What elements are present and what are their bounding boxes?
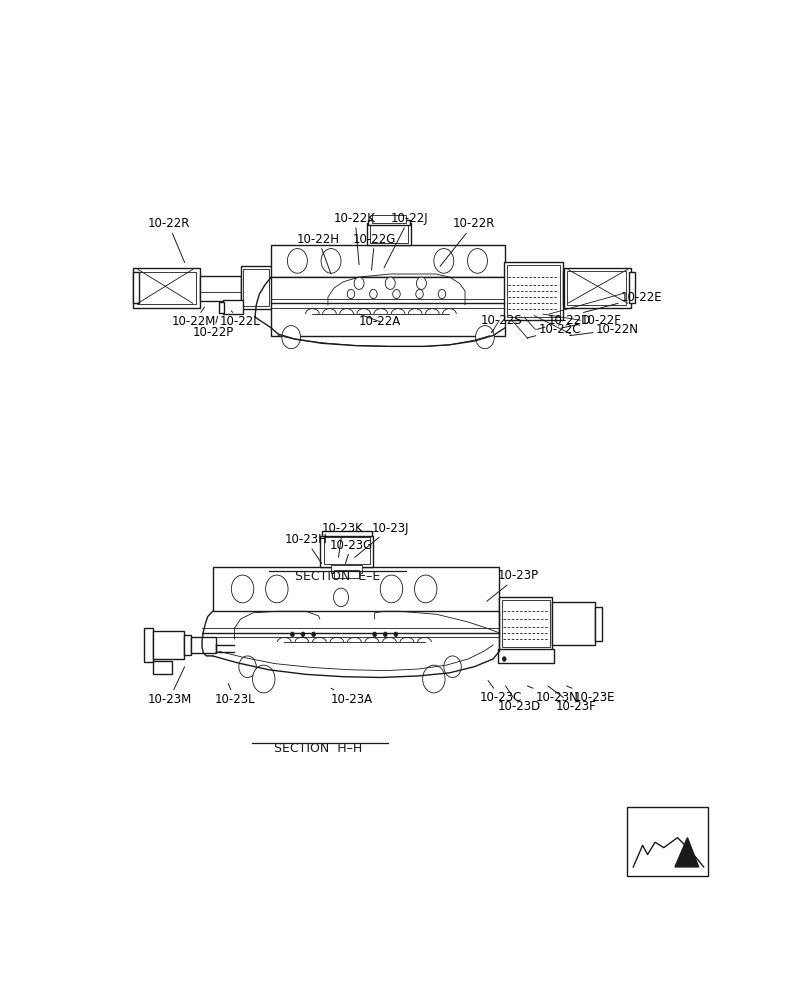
Bar bbox=[271, 277, 504, 336]
Circle shape bbox=[312, 632, 315, 637]
Bar bbox=[497, 649, 553, 663]
Bar bbox=[564, 268, 630, 308]
Circle shape bbox=[347, 289, 354, 299]
Circle shape bbox=[416, 277, 426, 289]
Circle shape bbox=[333, 588, 348, 607]
Circle shape bbox=[415, 289, 422, 299]
Bar bbox=[137, 272, 196, 304]
Bar bbox=[372, 215, 406, 223]
Bar bbox=[200, 276, 240, 301]
Text: 10-23F: 10-23F bbox=[547, 686, 595, 713]
Bar bbox=[144, 628, 153, 662]
Text: 10-22N: 10-22N bbox=[569, 323, 638, 336]
Circle shape bbox=[380, 575, 402, 603]
Text: 10-22M: 10-22M bbox=[172, 307, 216, 328]
Bar bbox=[222, 300, 243, 314]
Bar bbox=[499, 597, 552, 650]
Text: 10-22R: 10-22R bbox=[147, 217, 190, 262]
Bar bbox=[153, 661, 171, 674]
Bar bbox=[321, 531, 371, 536]
Bar bbox=[271, 245, 504, 277]
Circle shape bbox=[320, 249, 340, 273]
Bar bbox=[212, 567, 499, 611]
Text: SECTION  H–H: SECTION H–H bbox=[274, 742, 362, 755]
Bar bbox=[552, 602, 594, 645]
Bar bbox=[184, 635, 191, 655]
Circle shape bbox=[385, 277, 395, 289]
Circle shape bbox=[502, 657, 506, 661]
Circle shape bbox=[353, 277, 364, 289]
Circle shape bbox=[301, 632, 304, 637]
Bar bbox=[370, 225, 407, 243]
Circle shape bbox=[393, 632, 397, 637]
Bar bbox=[240, 266, 271, 309]
Bar bbox=[566, 271, 626, 305]
Circle shape bbox=[265, 575, 287, 603]
Circle shape bbox=[392, 289, 400, 299]
Circle shape bbox=[422, 665, 445, 693]
Polygon shape bbox=[675, 838, 698, 867]
Text: 10-22D: 10-22D bbox=[536, 314, 590, 329]
Bar bbox=[334, 570, 359, 578]
Circle shape bbox=[252, 665, 275, 693]
Circle shape bbox=[282, 326, 300, 349]
Circle shape bbox=[467, 249, 487, 273]
Bar bbox=[218, 302, 223, 312]
Text: 10-23G: 10-23G bbox=[329, 539, 373, 564]
Circle shape bbox=[383, 632, 387, 637]
Text: 10-22S: 10-22S bbox=[480, 314, 522, 333]
Bar bbox=[153, 631, 184, 659]
Text: 10-22C: 10-22C bbox=[527, 323, 581, 338]
Text: 10-22J: 10-22J bbox=[384, 212, 427, 268]
Text: 10-23N: 10-23N bbox=[527, 686, 577, 704]
Text: 10-22H: 10-22H bbox=[296, 233, 340, 274]
Text: 10-22R: 10-22R bbox=[439, 217, 495, 266]
Bar bbox=[368, 220, 409, 225]
Text: SECTION  E–E: SECTION E–E bbox=[294, 570, 380, 583]
Bar bbox=[562, 271, 564, 305]
Text: 10-23C: 10-23C bbox=[479, 681, 521, 704]
Circle shape bbox=[443, 656, 461, 677]
Bar bbox=[191, 637, 216, 653]
Text: 10-22E: 10-22E bbox=[583, 291, 662, 312]
Bar bbox=[594, 607, 601, 641]
Bar bbox=[626, 807, 707, 876]
Bar bbox=[320, 536, 373, 567]
Bar bbox=[243, 269, 269, 306]
Text: 10-22A: 10-22A bbox=[359, 314, 401, 328]
Bar bbox=[503, 262, 562, 320]
Text: 10-23L: 10-23L bbox=[214, 684, 255, 706]
Bar bbox=[628, 272, 634, 303]
Bar bbox=[506, 265, 560, 317]
Text: 10-23J: 10-23J bbox=[354, 522, 409, 557]
Circle shape bbox=[231, 575, 254, 603]
Circle shape bbox=[373, 632, 376, 637]
Text: 10-23E: 10-23E bbox=[566, 686, 615, 704]
Bar bbox=[323, 537, 369, 564]
Circle shape bbox=[434, 249, 453, 273]
Text: 10-23D: 10-23D bbox=[497, 686, 540, 713]
Text: 10-22P: 10-22P bbox=[193, 316, 234, 339]
Circle shape bbox=[475, 326, 494, 349]
Bar bbox=[501, 600, 549, 647]
Text: 10-22G: 10-22G bbox=[353, 233, 396, 270]
Circle shape bbox=[238, 656, 256, 677]
Text: 10-23M: 10-23M bbox=[147, 667, 191, 706]
Bar bbox=[132, 268, 200, 308]
Bar bbox=[366, 223, 411, 245]
Text: 10-22F: 10-22F bbox=[560, 314, 621, 328]
Circle shape bbox=[438, 289, 445, 299]
Text: 10-22K: 10-22K bbox=[334, 212, 376, 265]
Text: 10-23A: 10-23A bbox=[331, 688, 373, 706]
Text: 10-23K: 10-23K bbox=[321, 522, 363, 557]
Circle shape bbox=[369, 289, 377, 299]
Circle shape bbox=[290, 632, 294, 637]
Text: 10-23H: 10-23H bbox=[284, 533, 327, 564]
Circle shape bbox=[287, 249, 307, 273]
Bar bbox=[331, 565, 361, 573]
Bar bbox=[132, 272, 139, 303]
Text: 10-22L: 10-22L bbox=[220, 311, 260, 328]
Circle shape bbox=[414, 575, 437, 603]
Text: 10-23P: 10-23P bbox=[487, 569, 539, 601]
